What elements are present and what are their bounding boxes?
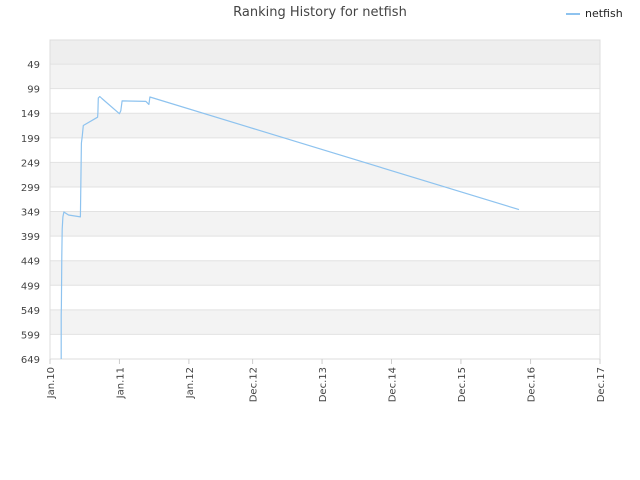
plot-band: [50, 186, 600, 212]
y-tick-label: 149: [21, 109, 40, 120]
x-tick-label: Jan.12: [185, 367, 196, 399]
y-axis-ticks: 49 99 149 199 249 299 349 399 449 499 549 599 649: [21, 60, 40, 366]
x-tick-label: Dec.17: [596, 367, 607, 402]
y-tick-label: 299: [21, 183, 40, 194]
x-tick-label: Dec.12: [249, 367, 260, 402]
plot-border: [49, 39, 601, 360]
legend-swatch: [566, 12, 580, 15]
plot-band: [50, 285, 600, 310]
plot-frame: [49, 39, 601, 360]
y-tick-label: 599: [21, 330, 40, 341]
y-tick-label: 99: [27, 85, 40, 96]
x-tick-label: Jan.11: [115, 367, 126, 399]
plot-band: [50, 64, 600, 89]
y-tick-label: 649: [21, 355, 40, 366]
y-tick-label: 249: [21, 158, 40, 169]
plot-band: [50, 334, 600, 359]
series-line: [60, 95, 520, 359]
y-tick-label: 349: [21, 208, 40, 219]
y-tick-label: 549: [21, 306, 40, 317]
plot-band: [50, 260, 600, 286]
chart-title: Ranking History for netfish: [233, 5, 407, 20]
plot-band: [50, 113, 600, 138]
plot-band: [50, 236, 600, 261]
series-lines: [60, 95, 520, 359]
x-tick-label: Dec.13: [318, 367, 329, 402]
x-tick-label: Dec.15: [457, 367, 468, 402]
legend[interactable]: netfish: [566, 7, 623, 20]
y-tick-label: 399: [21, 232, 40, 243]
x-tick-label: Jan.10: [46, 367, 57, 399]
x-tick-label: Dec.14: [387, 367, 398, 402]
plot-bands: [50, 40, 600, 359]
legend-label: netfish: [585, 7, 623, 20]
y-tick-label: 449: [21, 257, 40, 268]
y-tick-label: 199: [21, 134, 40, 145]
y-tick-label: 499: [21, 281, 40, 292]
plot-band: [50, 162, 600, 187]
plot-band: [50, 309, 600, 335]
y-tick-label: 49: [27, 60, 40, 71]
x-axis-ticks: Jan.10 Jan.11 Jan.12 Dec.12 Dec.13 Dec.14 Dec.…: [46, 359, 607, 402]
x-tick-label: Dec.16: [527, 367, 538, 402]
plot-band: [50, 40, 600, 65]
plot-band: [50, 211, 600, 237]
